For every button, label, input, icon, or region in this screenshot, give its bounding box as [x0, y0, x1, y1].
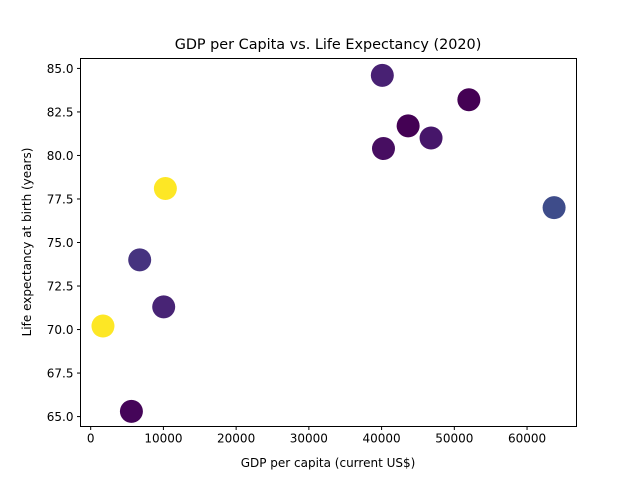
y-tick-label: 65.0	[47, 410, 74, 424]
data-point	[371, 136, 395, 160]
y-tick-label: 72.5	[47, 280, 74, 294]
data-point	[119, 399, 143, 423]
y-tick-label: 82.5	[47, 105, 74, 119]
axes-frame	[80, 58, 577, 427]
y-tick-label: 80.0	[47, 149, 74, 163]
data-point	[419, 126, 443, 150]
y-axis-label: Life expectancy at birth (years)	[20, 148, 34, 337]
x-tick-label: 40000	[362, 432, 400, 446]
x-tick-label: 10000	[144, 432, 182, 446]
data-point	[396, 114, 420, 138]
x-axis-label: GDP per capita (current US$)	[241, 456, 416, 470]
x-tick-label: 20000	[217, 432, 255, 446]
x-tick-label: 60000	[508, 432, 546, 446]
data-point	[128, 248, 152, 272]
data-point	[91, 314, 115, 338]
x-tick-label: 0	[87, 432, 95, 446]
data-point	[457, 88, 481, 112]
data-point	[370, 63, 394, 87]
data-point	[153, 177, 177, 201]
chart-title: GDP per Capita vs. Life Expectancy (2020…	[175, 37, 482, 53]
y-tick-label: 67.5	[47, 367, 74, 381]
y-tick-label: 85.0	[47, 62, 74, 76]
data-point	[152, 295, 176, 319]
x-tick-label: 50000	[435, 432, 473, 446]
y-tick-label: 77.5	[47, 192, 74, 206]
y-tick-label: 70.0	[47, 323, 74, 337]
y-tick-label: 75.0	[47, 236, 74, 250]
data-point	[542, 196, 566, 220]
x-tick-label: 30000	[290, 432, 328, 446]
